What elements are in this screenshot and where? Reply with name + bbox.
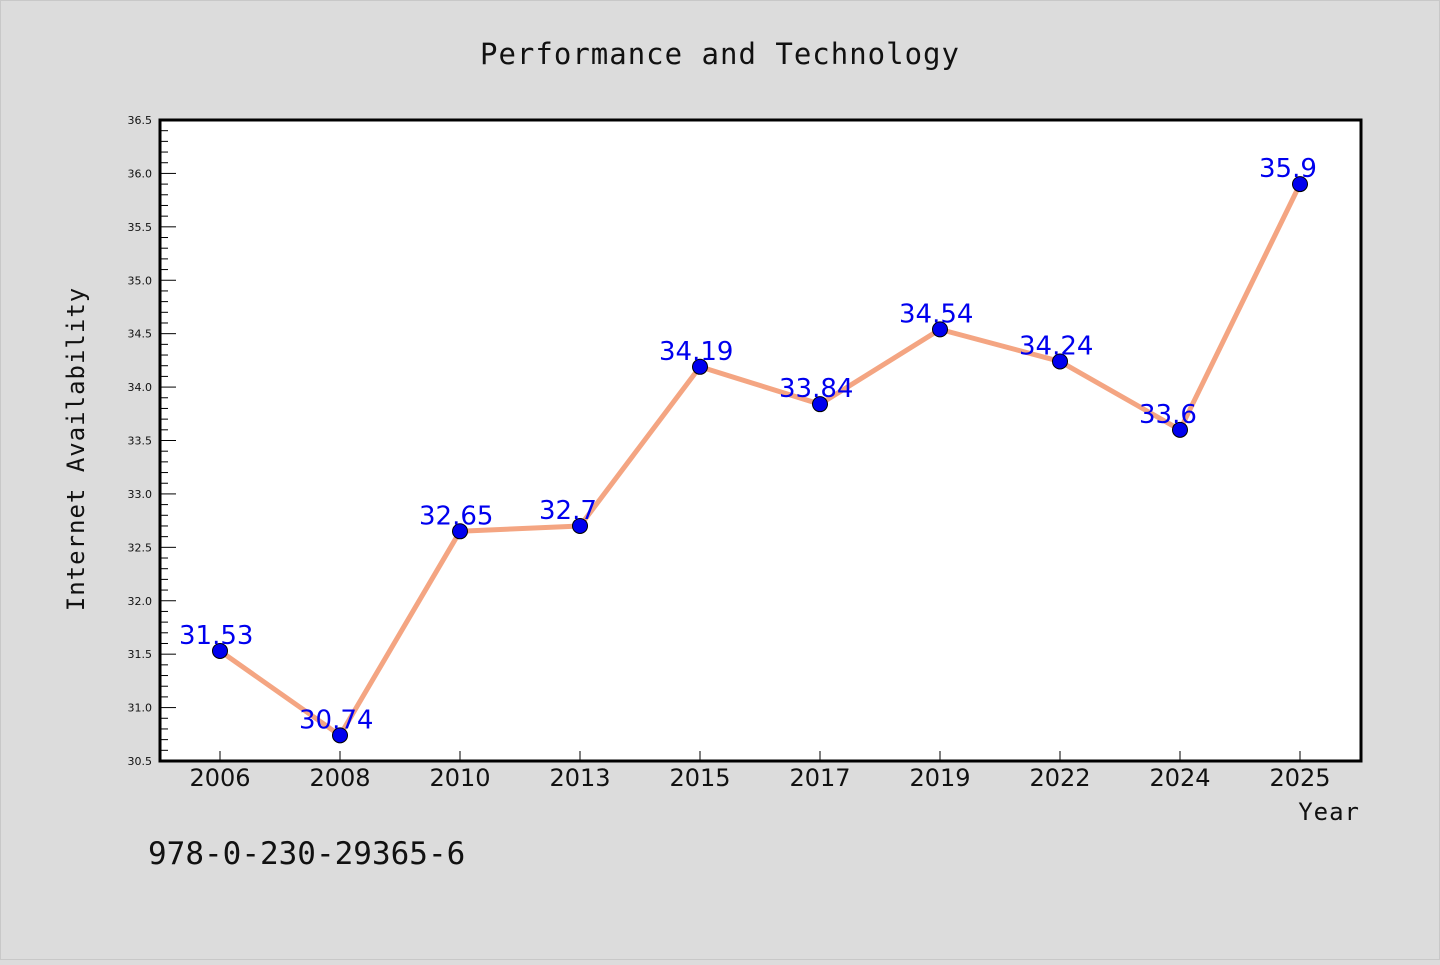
y-tick-label: 31.0 bbox=[128, 702, 153, 715]
data-point-2022 bbox=[1052, 353, 1068, 370]
isbn-text: 978-0-230-29365-6 bbox=[148, 836, 465, 872]
chart-title: Performance and Technology bbox=[480, 37, 960, 71]
x-tick-label: 2006 bbox=[189, 764, 250, 792]
data-point-2024 bbox=[1172, 421, 1188, 438]
x-tick-label: 2022 bbox=[1029, 764, 1090, 792]
y-tick-label: 36.5 bbox=[128, 114, 153, 127]
x-tick-label: 2024 bbox=[1149, 764, 1210, 792]
data-point-2010 bbox=[452, 523, 468, 540]
data-label-2013: 32.7 bbox=[539, 496, 597, 526]
data-label-2017: 33.84 bbox=[779, 374, 853, 404]
x-tick-label: 2013 bbox=[549, 764, 610, 792]
data-label-2019: 34.54 bbox=[899, 299, 973, 329]
y-tick-label: 32.5 bbox=[128, 541, 153, 554]
data-point-2008 bbox=[332, 727, 348, 744]
x-tick-label: 2008 bbox=[309, 764, 370, 792]
data-label-2024: 33.6 bbox=[1139, 400, 1197, 430]
data-point-2015 bbox=[692, 358, 708, 375]
y-tick-label: 33.5 bbox=[128, 435, 153, 448]
data-label-2006: 31.53 bbox=[179, 621, 253, 651]
series-line bbox=[217, 181, 1303, 738]
x-tick-label: 2015 bbox=[669, 764, 730, 792]
y-tick-label: 33.0 bbox=[128, 488, 153, 501]
y-tick-label: 34.0 bbox=[128, 381, 153, 394]
x-tick-label: 2019 bbox=[909, 764, 970, 792]
y-tick-label: 36.0 bbox=[128, 167, 153, 180]
x-tick-label: 2010 bbox=[429, 764, 490, 792]
data-point-2019 bbox=[932, 321, 948, 338]
data-label-2010: 32.65 bbox=[419, 501, 493, 531]
y-tick-label: 35.0 bbox=[128, 274, 153, 287]
y-tick-label: 31.5 bbox=[128, 648, 153, 661]
data-point-2025 bbox=[1292, 176, 1308, 193]
data-point-2006 bbox=[212, 642, 228, 659]
y-axis-label: Internet Availability bbox=[62, 287, 90, 611]
data-point-2013 bbox=[572, 517, 588, 534]
x-axis-ticks: 2006 2008 2010 2013 2015 2017 2019 2022 2024 2025 bbox=[189, 751, 1331, 792]
x-axis-label: Year bbox=[1298, 798, 1360, 826]
data-label-2025: 35.9 bbox=[1259, 154, 1317, 184]
y-tick-label: 35.5 bbox=[128, 221, 153, 234]
y-tick-label: 32.0 bbox=[128, 595, 153, 608]
data-label-2022: 34.24 bbox=[1019, 331, 1093, 361]
y-tick-label: 30.5 bbox=[128, 755, 153, 768]
data-label-2008: 30.74 bbox=[299, 705, 373, 735]
plot-area bbox=[160, 120, 1361, 761]
plot-frame bbox=[158, 118, 1363, 763]
x-tick-label: 2017 bbox=[789, 764, 850, 792]
data-labels: 31.53 30.74 32.65 32.7 34.19 33.84 34.54 34.24 3… bbox=[179, 154, 1317, 735]
data-point-2017 bbox=[812, 396, 828, 413]
data-label-2015: 34.19 bbox=[659, 337, 733, 367]
series-markers bbox=[212, 176, 1308, 744]
x-tick-label: 2025 bbox=[1269, 764, 1330, 792]
y-tick-label: 34.5 bbox=[128, 328, 153, 341]
